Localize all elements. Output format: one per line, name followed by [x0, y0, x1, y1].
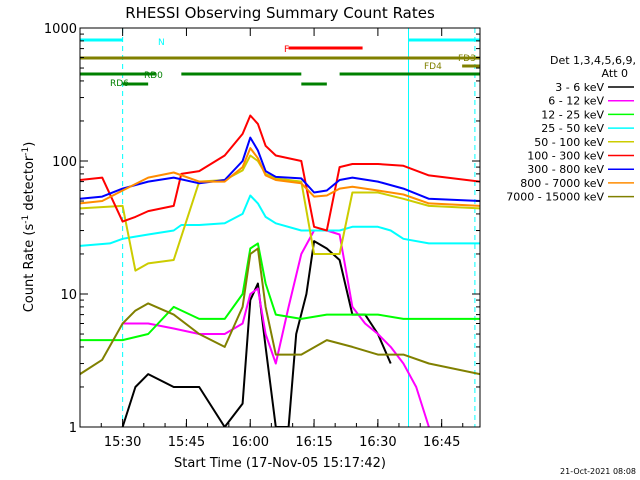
legend-label-300-800-kev: 300 - 800 keV — [527, 163, 604, 176]
legend-label-3-6-kev: 3 - 6 keV — [555, 81, 604, 94]
series-line-3-6-kev — [121, 240, 392, 427]
series-line-6-12-kev — [122, 229, 430, 427]
x-tick-label-16-45: 16:45 — [423, 435, 460, 450]
y-axis-label-sup1: -1 — [21, 215, 31, 224]
legend-label-25-50-kev: 25 - 50 keV — [541, 122, 604, 135]
legend-header-line-1: Det 1,3,4,5,6,9, — [550, 54, 636, 67]
series-line-800-7000-kev — [80, 147, 480, 207]
x-tick-label-16-00: 16:00 — [232, 435, 269, 450]
legend-label-800-7000-kev: 800 - 7000 keV — [520, 177, 604, 190]
y-tick-label-1: 1 — [69, 421, 77, 436]
x-tick-label-16-15: 16:15 — [295, 435, 332, 450]
series-line-25-50-kev — [80, 194, 480, 247]
x-tick-label-15-30: 15:30 — [104, 435, 141, 450]
legend-label-100-300-kev: 100 - 300 keV — [527, 150, 604, 163]
y-axis-label-end: ) — [22, 142, 37, 147]
legend-label-7000-15000-kev: 7000 - 15000 keV — [506, 191, 604, 204]
state-label-rd0: RD0 — [144, 71, 163, 81]
series-line-100-300-kev — [80, 114, 480, 232]
state-label-fd3: FD3 — [458, 54, 476, 64]
y-tick-label-1000: 1000 — [44, 22, 77, 37]
series-line-7000-15000-kev — [80, 247, 480, 376]
state-label-fd4: FD4 — [424, 62, 442, 72]
plot-frame — [79, 27, 481, 428]
state-label-n: N — [158, 38, 165, 48]
state-label-f: F — [284, 45, 289, 55]
timestamp: 21-Oct-2021 08:08 — [560, 467, 636, 476]
y-axis-label: Count Rate (s-1 detector-1) — [21, 142, 37, 313]
y-axis-label-main: Count Rate (s — [22, 224, 37, 313]
state-label-rd6: RD6 — [110, 79, 129, 89]
legend-header-line-2: Att 0 — [602, 67, 628, 80]
chart-title: RHESSI Observing Summary Count Rates — [125, 4, 435, 22]
legend-label-12-25-kev: 12 - 25 keV — [541, 108, 604, 121]
legend-label-6-12-kev: 6 - 12 keV — [548, 95, 604, 108]
y-axis-label-mid: detector — [22, 155, 37, 215]
y-axis-label-sup2: -1 — [21, 147, 31, 156]
series-line-12-25-kev — [80, 242, 480, 342]
series-line-300-800-kev — [80, 136, 480, 202]
x-axis-label: Start Time (17-Nov-05 15:17:42) — [174, 456, 386, 471]
legend-label-50-100-kev: 50 - 100 keV — [534, 136, 604, 149]
x-tick-label-15-45: 15:45 — [168, 435, 205, 450]
y-tick-label-10: 10 — [60, 288, 77, 303]
x-tick-label-16-30: 16:30 — [359, 435, 396, 450]
y-tick-label-100: 100 — [52, 155, 77, 170]
